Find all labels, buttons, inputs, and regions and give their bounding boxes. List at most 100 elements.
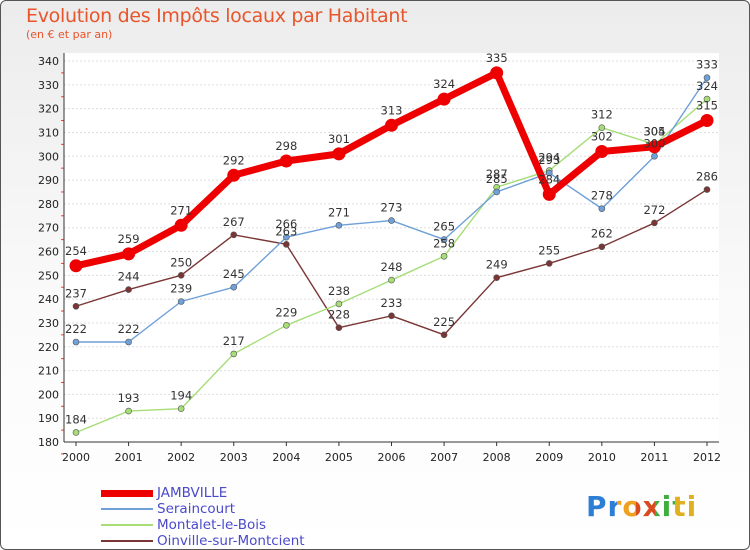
data-label: 228 [328, 308, 350, 322]
data-label: 271 [170, 203, 192, 217]
data-label: 239 [170, 282, 192, 296]
data-label: 333 [696, 58, 718, 72]
y-tick-label: 230 [38, 317, 59, 330]
data-point [335, 324, 343, 332]
y-tick-label: 280 [38, 198, 59, 211]
x-tick-label: 2007 [430, 451, 458, 464]
data-point [388, 312, 395, 320]
data-point [493, 274, 500, 281]
x-tick-label: 2004 [272, 451, 300, 464]
x-tick-label: 2009 [535, 451, 563, 464]
data-point [598, 205, 606, 212]
x-tick-label: 2010 [588, 451, 616, 464]
data-point [283, 233, 290, 241]
x-tick-label: 2011 [640, 451, 668, 464]
data-point [703, 74, 711, 81]
data-label: 245 [223, 267, 245, 281]
data-label: 244 [118, 270, 140, 284]
data-label: 194 [170, 389, 192, 403]
data-label: 265 [433, 220, 455, 234]
data-point [385, 118, 398, 132]
data-label: 335 [486, 51, 508, 65]
data-label: 229 [275, 305, 297, 319]
data-label: 254 [65, 244, 87, 258]
data-label: 237 [65, 286, 87, 300]
data-point [125, 407, 132, 415]
data-point [651, 152, 658, 160]
data-point [125, 338, 132, 346]
x-tick-label: 2001 [115, 451, 143, 464]
y-tick-label: 190 [38, 412, 59, 425]
y-tick-label: 310 [38, 126, 59, 139]
data-label: 255 [538, 243, 560, 257]
legend-swatch [101, 508, 153, 510]
y-tick-label: 300 [38, 150, 59, 163]
data-label: 302 [591, 129, 613, 143]
data-label: 238 [328, 284, 350, 298]
data-label: 217 [223, 334, 245, 348]
data-point [230, 231, 238, 239]
data-point [122, 247, 136, 261]
data-point [437, 92, 451, 106]
data-point [440, 236, 448, 243]
data-label: 222 [118, 322, 140, 336]
data-label: 324 [696, 79, 718, 93]
data-label: 292 [223, 153, 245, 167]
data-label: 272 [643, 203, 665, 217]
data-point [335, 300, 343, 308]
data-point [283, 241, 290, 248]
plot-area [64, 53, 719, 442]
data-label: 315 [696, 99, 718, 113]
data-label: 298 [275, 139, 297, 153]
data-point [174, 218, 188, 232]
data-label: 266 [275, 217, 297, 231]
data-label: 300 [643, 136, 665, 150]
x-tick-label: 2002 [167, 451, 195, 464]
data-point [542, 187, 556, 201]
y-tick-label: 200 [38, 388, 59, 401]
legend: JAMBVILLE Seraincourt Montalet-le-Bois O… [101, 485, 305, 549]
data-point [230, 350, 238, 358]
data-point [72, 429, 80, 436]
data-label: 294 [538, 151, 560, 165]
x-tick-label: 2012 [693, 451, 721, 464]
data-point [595, 144, 609, 158]
data-point [177, 405, 185, 412]
data-label: 301 [328, 132, 350, 146]
data-point [545, 260, 553, 267]
data-label: 304 [643, 125, 665, 139]
data-point [545, 169, 553, 177]
data-point [72, 302, 80, 310]
data-label: 284 [538, 172, 560, 186]
data-label: 287 [486, 167, 508, 181]
legend-item-oinville[interactable]: Oinville-sur-Montcient [101, 533, 305, 549]
x-tick-label: 2008 [483, 451, 511, 464]
data-point [177, 272, 185, 279]
legend-swatch [101, 524, 153, 526]
chart-title: Evolution des Impôts locaux par Habitant [26, 5, 408, 27]
data-point [279, 154, 293, 168]
data-point [700, 114, 714, 128]
data-point [177, 298, 185, 305]
data-label: 286 [696, 170, 718, 184]
x-tick-label: 2003 [220, 451, 248, 464]
legend-label: Seraincourt [157, 501, 236, 517]
legend-label: Oinville-sur-Montcient [157, 533, 305, 549]
data-point [440, 252, 448, 260]
y-tick-label: 180 [38, 436, 59, 449]
x-tick-label: 2005 [325, 451, 353, 464]
data-point [388, 217, 395, 224]
x-tick-label: 2006 [378, 451, 406, 464]
data-label: 248 [381, 260, 403, 274]
x-tick-label: 2000 [62, 451, 90, 464]
data-point [651, 219, 658, 227]
data-label: 285 [486, 172, 508, 186]
legend-swatch [101, 540, 153, 542]
legend-item-montalet[interactable]: Montalet-le-Bois [101, 517, 305, 533]
y-tick-label: 270 [38, 222, 59, 235]
data-point [69, 259, 83, 273]
legend-item-seraincourt[interactable]: Seraincourt [101, 501, 305, 517]
data-label: 193 [118, 391, 140, 405]
legend-item-jambville[interactable]: JAMBVILLE [101, 485, 305, 501]
